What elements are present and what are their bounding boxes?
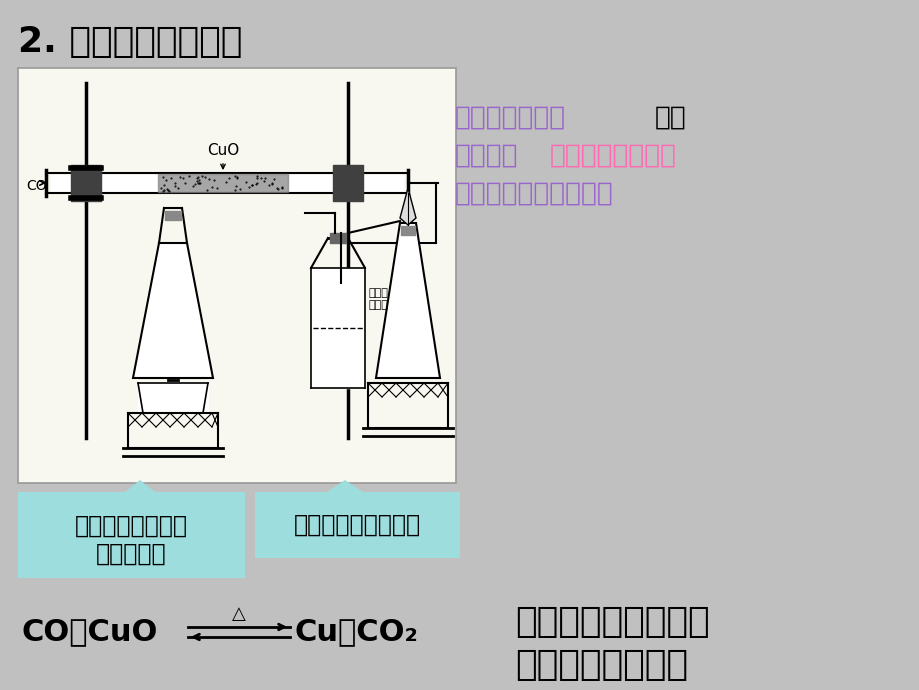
Text: 你还能再设计其他改: 你还能再设计其他改	[515, 605, 709, 639]
Text: 2. 一氧化碳的还原性: 2. 一氧化碳的还原性	[18, 25, 242, 59]
Text: △: △	[232, 605, 245, 623]
Text: 变成了红色的铜，: 变成了红色的铜，	[550, 143, 676, 169]
Polygon shape	[133, 243, 213, 378]
Text: 澄清的石灰水变浑浊。: 澄清的石灰水变浑浊。	[455, 181, 613, 207]
Text: CO＋CuO: CO＋CuO	[22, 618, 158, 647]
Text: 澄清石灰水的作用？: 澄清石灰水的作用？	[293, 513, 420, 537]
FancyBboxPatch shape	[18, 68, 456, 483]
Text: 从实验可以看到: 从实验可以看到	[455, 105, 565, 131]
Polygon shape	[255, 480, 460, 558]
Text: Cu＋CO₂: Cu＋CO₂	[295, 618, 418, 647]
Polygon shape	[18, 480, 244, 578]
Text: CuO: CuO	[207, 143, 239, 158]
Polygon shape	[400, 188, 415, 225]
Text: 两个酒精灯分别起
什么作用？: 两个酒精灯分别起 什么作用？	[74, 514, 187, 566]
Text: 澄清的
石灰水: 澄清的 石灰水	[369, 288, 389, 310]
Text: CO: CO	[26, 179, 47, 193]
Text: 黑色: 黑色	[654, 105, 686, 131]
Text: 进的实验装置吗？: 进的实验装置吗？	[515, 648, 687, 682]
Text: 的氧化铜: 的氧化铜	[455, 143, 518, 169]
Polygon shape	[376, 223, 439, 378]
